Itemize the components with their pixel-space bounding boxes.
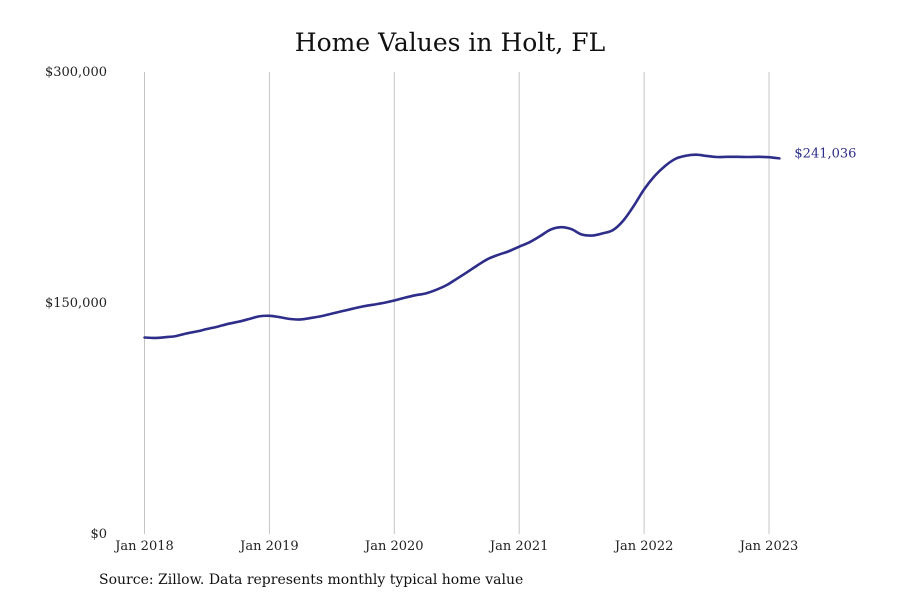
x-axis-ticks: Jan 2018 Jan 2019 Jan 2020 Jan 2021 Jan 2022… [113, 539, 798, 554]
series-line-home-value [143, 153, 781, 340]
x-tick-label: Jan 2022 [613, 539, 674, 554]
gridlines [144, 72, 770, 534]
x-tick-label: Jan 2019 [238, 539, 299, 554]
x-tick-label: Jan 2018 [113, 539, 174, 554]
source-note: Source: Zillow. Data represents monthly … [99, 572, 524, 588]
chart-title: Home Values in Holt, FL [294, 28, 606, 57]
y-tick-label: $150,000 [45, 296, 107, 311]
y-tick-label: $0 [90, 527, 107, 542]
y-tick-label: $300,000 [45, 65, 107, 80]
end-value-label: $241,036 [794, 146, 856, 161]
x-tick-label: Jan 2020 [363, 539, 424, 554]
y-axis-ticks: $0 $150,000 $300,000 [45, 65, 107, 542]
x-tick-label: Jan 2021 [488, 539, 549, 554]
x-tick-label: Jan 2023 [738, 539, 799, 554]
